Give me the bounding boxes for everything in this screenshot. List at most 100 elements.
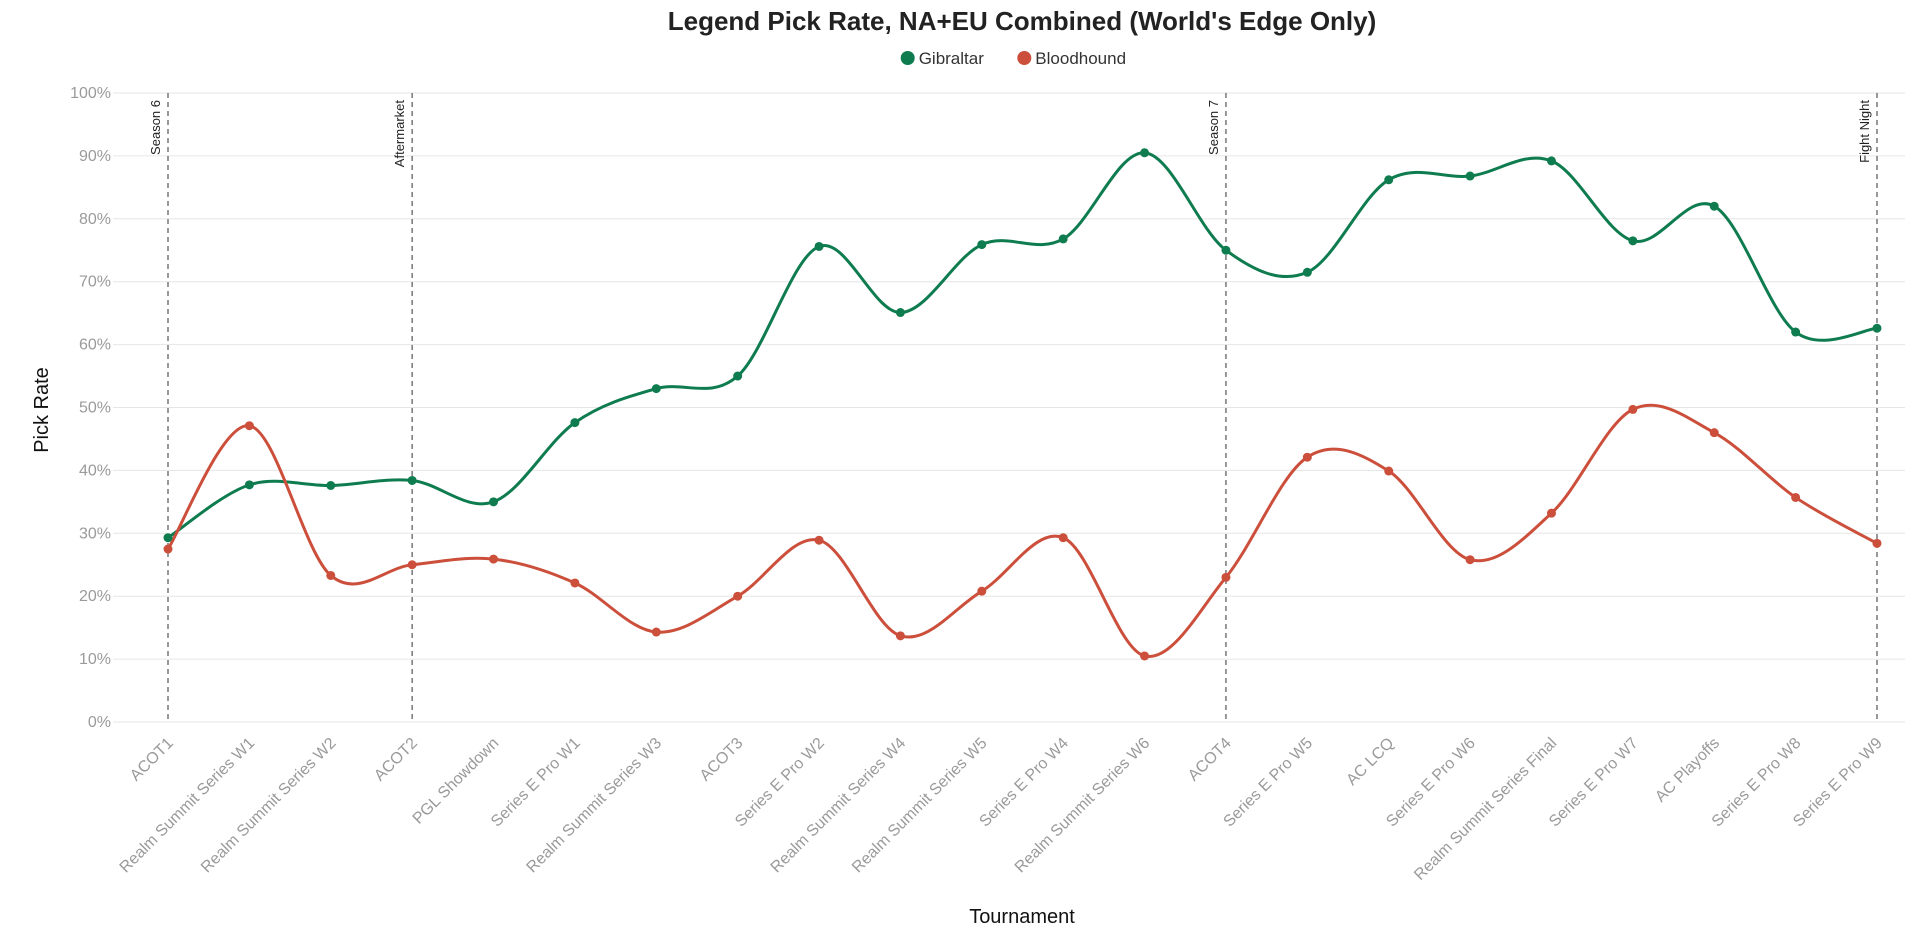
x-tick-label: Realm Summit Series W2	[198, 735, 340, 877]
x-tick-label: Series E Pro W6	[1383, 735, 1479, 831]
legend-swatch	[900, 51, 915, 65]
data-point-gibraltar[interactable]	[1221, 245, 1231, 255]
y-tick-label: 20%	[79, 588, 111, 605]
data-point-gibraltar[interactable]	[1791, 327, 1801, 337]
x-tick-label: ACOT2	[371, 735, 421, 785]
data-point-bloodhound[interactable]	[163, 544, 173, 554]
event-markers: Season 6 Aftermarket Season 7 Fight Night	[148, 93, 1878, 722]
data-point-bloodhound[interactable]	[1302, 452, 1312, 462]
x-tick-label: Realm Summit Series W6	[1012, 735, 1154, 877]
y-tick-label: 10%	[79, 651, 111, 668]
x-tick-label: ACOT1	[127, 735, 177, 785]
y-axis-title: Pick Rate	[31, 367, 53, 453]
data-point-gibraltar[interactable]	[1872, 323, 1882, 333]
y-axis-ticks: 0% 10% 20% 30% 40% 50% 60% 70% 80% 90% 100%	[70, 85, 111, 731]
x-tick-label: Realm Summit Series Final	[1411, 735, 1560, 884]
data-point-gibraltar[interactable]	[895, 308, 905, 318]
series-points	[163, 148, 1882, 661]
y-tick-label: 80%	[79, 211, 111, 228]
data-point-bloodhound[interactable]	[1058, 533, 1068, 543]
data-point-gibraltar[interactable]	[733, 371, 743, 381]
legend-label: Bloodhound	[1035, 49, 1126, 68]
data-point-gibraltar[interactable]	[814, 241, 824, 251]
x-tick-label: Series E Pro W2	[732, 735, 828, 831]
x-tick-label: Series E Pro W7	[1546, 735, 1642, 831]
data-point-bloodhound[interactable]	[244, 421, 254, 431]
data-point-bloodhound[interactable]	[733, 591, 743, 601]
x-axis-title: Tournament	[969, 906, 1075, 928]
event-marker-label: Season 7	[1206, 100, 1221, 155]
x-tick-label: Realm Summit Series W4	[768, 735, 910, 877]
data-point-gibraltar[interactable]	[1302, 267, 1312, 277]
legend-item-gibraltar[interactable]: Gibraltar	[900, 49, 985, 68]
data-point-bloodhound[interactable]	[1709, 428, 1719, 438]
legend-item-bloodhound[interactable]: Bloodhound	[1017, 49, 1126, 68]
event-marker-label: Season 6	[148, 100, 163, 155]
data-point-bloodhound[interactable]	[1791, 492, 1801, 502]
data-point-gibraltar[interactable]	[1709, 201, 1719, 211]
data-point-bloodhound[interactable]	[570, 578, 580, 588]
chart-title: Legend Pick Rate, NA+EU Combined (World'…	[668, 6, 1377, 36]
x-tick-label: Series E Pro W5	[1221, 735, 1317, 831]
data-point-bloodhound[interactable]	[1872, 538, 1882, 548]
event-marker-label: Fight Night	[1857, 100, 1872, 163]
data-point-bloodhound[interactable]	[1546, 508, 1556, 518]
data-point-gibraltar[interactable]	[1628, 236, 1638, 246]
data-point-bloodhound[interactable]	[977, 586, 987, 596]
x-tick-label: ACOT4	[1185, 735, 1235, 785]
data-point-bloodhound[interactable]	[326, 570, 336, 580]
x-tick-label: AC Playoffs	[1652, 735, 1723, 806]
y-tick-label: 60%	[79, 337, 111, 354]
y-tick-label: 90%	[79, 148, 111, 165]
y-tick-label: 100%	[70, 85, 111, 102]
x-tick-label: Series E Pro W4	[976, 735, 1072, 831]
data-point-bloodhound[interactable]	[814, 535, 824, 545]
data-point-gibraltar[interactable]	[1058, 234, 1068, 244]
event-marker-label: Aftermarket	[392, 100, 407, 168]
data-point-bloodhound[interactable]	[489, 554, 499, 564]
x-tick-label: PGL Showdown	[410, 735, 503, 828]
data-point-gibraltar[interactable]	[1465, 171, 1475, 181]
y-tick-label: 70%	[79, 274, 111, 291]
data-point-gibraltar[interactable]	[977, 240, 987, 250]
data-point-bloodhound[interactable]	[895, 631, 905, 641]
legend-swatch	[1017, 51, 1032, 65]
data-point-gibraltar[interactable]	[163, 533, 173, 543]
data-point-gibraltar[interactable]	[1546, 156, 1556, 166]
data-point-bloodhound[interactable]	[407, 560, 417, 570]
data-point-bloodhound[interactable]	[1465, 555, 1475, 565]
data-point-bloodhound[interactable]	[1628, 404, 1638, 414]
data-point-bloodhound[interactable]	[1140, 651, 1150, 661]
data-point-gibraltar[interactable]	[244, 480, 254, 490]
data-point-gibraltar[interactable]	[651, 384, 661, 394]
x-tick-label: Series E Pro W9	[1790, 735, 1886, 831]
series-line-bloodhound	[166, 403, 1878, 658]
data-point-gibraltar[interactable]	[1140, 148, 1150, 158]
data-point-bloodhound[interactable]	[1221, 572, 1231, 582]
series-lines	[166, 151, 1878, 658]
data-point-gibraltar[interactable]	[326, 480, 336, 490]
series-line-gibraltar	[167, 151, 1878, 539]
data-point-gibraltar[interactable]	[407, 475, 417, 485]
y-tick-label: 40%	[79, 462, 111, 479]
x-tick-label: Realm Summit Series W5	[849, 735, 991, 877]
x-tick-label: Series E Pro W1	[488, 735, 584, 831]
x-tick-label: ACOT3	[697, 735, 747, 785]
data-point-gibraltar[interactable]	[570, 418, 580, 428]
y-tick-label: 30%	[79, 525, 111, 542]
y-tick-label: 0%	[88, 714, 111, 731]
data-point-gibraltar[interactable]	[489, 497, 499, 507]
legend: Gibraltar Bloodhound	[900, 49, 1126, 68]
data-point-gibraltar[interactable]	[1384, 175, 1394, 185]
x-tick-label: Realm Summit Series W1	[117, 735, 259, 877]
x-tick-label: Series E Pro W8	[1709, 735, 1805, 831]
y-tick-label: 50%	[79, 400, 111, 417]
data-point-bloodhound[interactable]	[651, 627, 661, 637]
data-point-bloodhound[interactable]	[1384, 466, 1394, 476]
x-tick-label: Realm Summit Series W3	[524, 735, 666, 877]
legend-label: Gibraltar	[919, 49, 985, 68]
x-tick-label: AC LCQ	[1343, 735, 1397, 789]
